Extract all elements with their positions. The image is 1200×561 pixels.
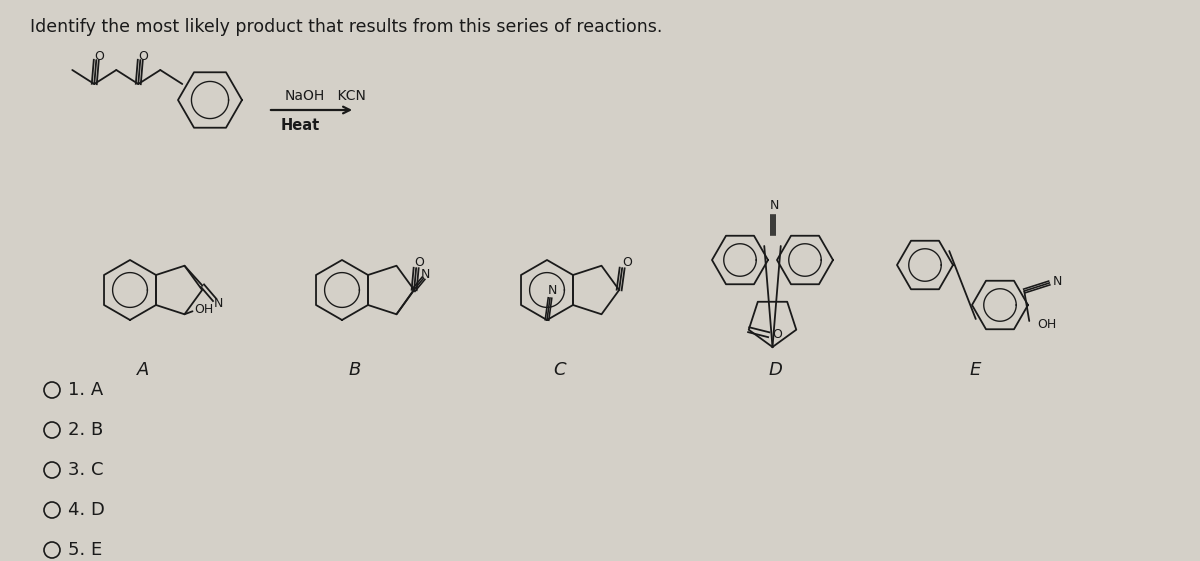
Text: N: N bbox=[421, 268, 430, 280]
Text: KCN: KCN bbox=[320, 89, 366, 103]
Text: D: D bbox=[768, 361, 782, 379]
Text: O: O bbox=[623, 255, 632, 269]
Text: NaOH: NaOH bbox=[286, 89, 325, 103]
Text: 3. C: 3. C bbox=[68, 461, 103, 479]
Text: Identify the most likely product that results from this series of reactions.: Identify the most likely product that re… bbox=[30, 18, 662, 36]
Text: 2. B: 2. B bbox=[68, 421, 103, 439]
Text: B: B bbox=[349, 361, 361, 379]
Text: O: O bbox=[414, 255, 424, 269]
Text: N: N bbox=[1052, 274, 1062, 287]
Text: N: N bbox=[214, 297, 223, 310]
Text: E: E bbox=[970, 361, 980, 379]
Text: 4. D: 4. D bbox=[68, 501, 104, 519]
Text: N: N bbox=[770, 199, 779, 211]
Text: O: O bbox=[772, 328, 781, 341]
Text: O: O bbox=[95, 49, 104, 62]
Text: O: O bbox=[138, 49, 149, 62]
Text: Heat: Heat bbox=[281, 117, 319, 132]
Text: N: N bbox=[547, 283, 557, 297]
Text: C: C bbox=[553, 361, 566, 379]
Text: OH: OH bbox=[1037, 318, 1056, 330]
Text: 1. A: 1. A bbox=[68, 381, 103, 399]
Text: OH: OH bbox=[194, 303, 214, 316]
Text: 5. E: 5. E bbox=[68, 541, 102, 559]
Text: A: A bbox=[137, 361, 149, 379]
